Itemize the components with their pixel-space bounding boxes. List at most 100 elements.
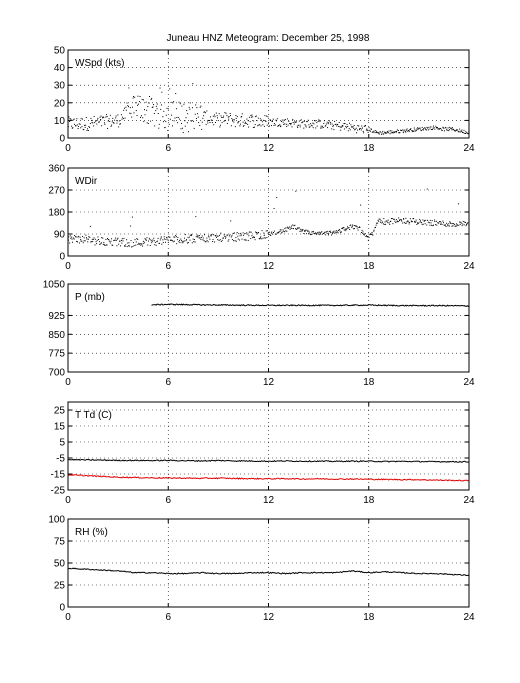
data-point [331, 128, 333, 130]
y-tick-label: 30 [54, 81, 66, 92]
data-point [188, 131, 190, 133]
data-point [351, 126, 353, 128]
data-point [165, 114, 167, 116]
data-point [185, 239, 187, 241]
data-point [203, 240, 205, 242]
data-point [83, 240, 85, 242]
data-point [365, 124, 367, 126]
data-point [356, 132, 358, 134]
x-tick-label: 18 [363, 495, 375, 506]
data-point [219, 124, 221, 126]
data-point [293, 123, 295, 125]
data-point [141, 99, 143, 101]
data-point [125, 244, 127, 246]
data-point [400, 219, 402, 221]
data-point [236, 116, 238, 118]
data-point [158, 242, 160, 244]
data-point [413, 130, 415, 132]
data-point [382, 223, 384, 225]
data-point [75, 236, 77, 238]
data-point [105, 244, 107, 246]
data-point [402, 218, 404, 220]
data-point [81, 240, 83, 242]
data-point [393, 132, 395, 134]
data-point [369, 129, 371, 131]
data-point [80, 127, 82, 129]
data-point [154, 125, 156, 127]
data-point [78, 235, 80, 237]
data-point [200, 105, 202, 107]
data-point [101, 125, 103, 127]
data-point [92, 240, 94, 242]
data-point [156, 240, 158, 242]
data-point [233, 121, 235, 123]
data-point [259, 124, 261, 126]
data-point [454, 223, 456, 225]
data-point [261, 121, 263, 123]
data-point [128, 242, 130, 244]
data-point [135, 244, 137, 246]
data-point [312, 127, 314, 129]
data-point [446, 224, 448, 226]
data-point [390, 220, 392, 222]
data-point [315, 127, 317, 129]
data-point [285, 227, 287, 229]
data-point [76, 124, 78, 126]
data-point [174, 236, 176, 238]
data-point [258, 238, 260, 240]
data-point [271, 120, 273, 122]
data-point [416, 128, 418, 130]
data-point [393, 218, 395, 220]
data-point [185, 240, 187, 242]
data-point [304, 231, 306, 233]
data-point [451, 223, 453, 225]
data-point [241, 116, 243, 118]
y-tick-label: 50 [54, 46, 66, 57]
data-point [142, 117, 144, 119]
data-point [406, 128, 408, 130]
data-point [269, 231, 271, 233]
data-point [372, 131, 374, 133]
data-point [316, 232, 318, 234]
data-point [440, 128, 442, 130]
data-point [351, 225, 353, 227]
data-point [106, 115, 108, 117]
data-point [162, 241, 164, 243]
data-point [426, 188, 428, 190]
data-point [252, 237, 254, 239]
data-point [401, 220, 403, 222]
data-point [392, 223, 394, 225]
x-tick-label: 12 [263, 612, 275, 623]
x-tick-label: 12 [263, 377, 275, 388]
data-point [390, 132, 392, 134]
y-tick-label: 25 [54, 406, 66, 417]
data-point [201, 128, 203, 130]
data-point [347, 126, 349, 128]
data-point [89, 225, 91, 227]
data-point [408, 131, 410, 133]
data-point [380, 131, 382, 133]
data-point [369, 233, 371, 235]
data-point [136, 114, 138, 116]
data-point [102, 243, 104, 245]
data-point [109, 120, 111, 122]
data-point [108, 118, 110, 120]
data-point [382, 130, 384, 132]
data-point [205, 124, 207, 126]
data-point [159, 87, 161, 89]
data-point [71, 236, 73, 238]
data-point [371, 231, 373, 233]
data-point [460, 221, 462, 223]
data-point [226, 234, 228, 236]
data-point [361, 125, 363, 127]
data-point [323, 232, 325, 234]
data-point [405, 131, 407, 133]
data-point [126, 102, 128, 104]
data-point [286, 230, 288, 232]
data-point [321, 127, 323, 129]
data-point [239, 235, 241, 237]
data-point [365, 236, 367, 238]
panel-label: P (mb) [75, 292, 105, 303]
data-point [273, 230, 275, 232]
x-tick-label: 18 [363, 261, 375, 272]
